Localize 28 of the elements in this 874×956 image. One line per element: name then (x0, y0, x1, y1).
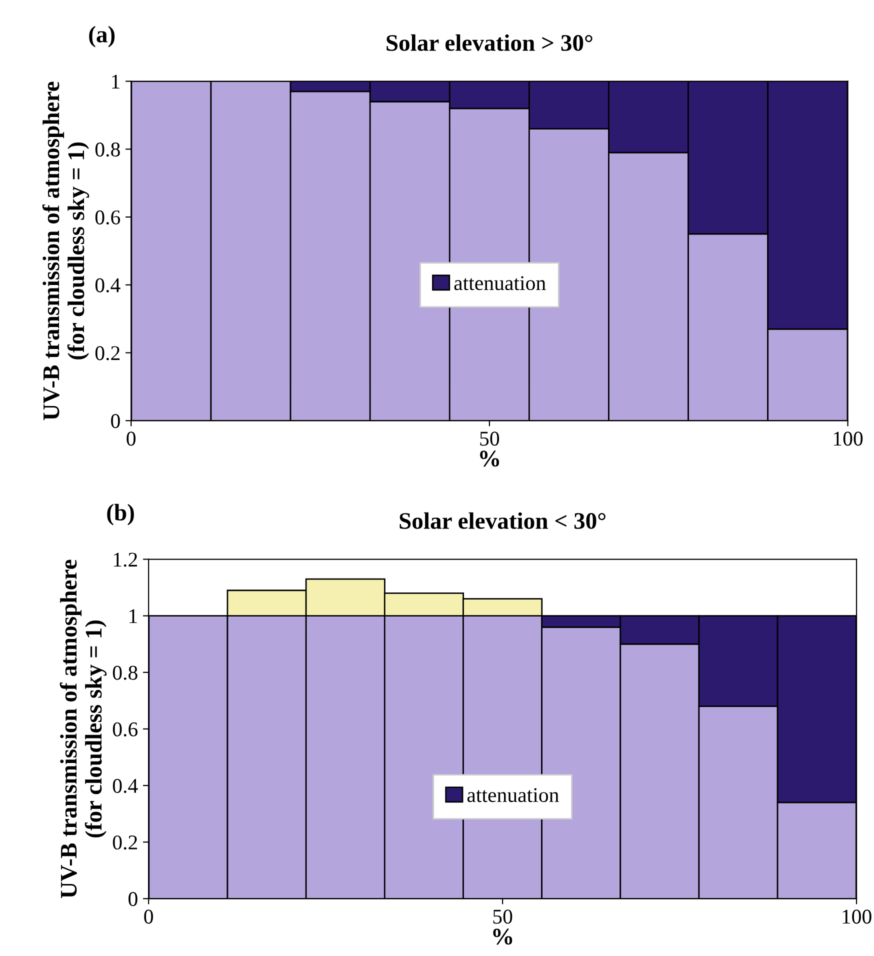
x-tick-label: 50 (480, 432, 500, 446)
y-tick-label: 0.4 (95, 278, 120, 292)
x-tick-label: 50 (493, 910, 512, 924)
y-tick-label: 0.4 (112, 778, 138, 794)
x-tick-label: 100 (834, 432, 863, 446)
y-axis-title: UV-B transmission of atmosphere (for cloudless sky = 1) (60, 560, 107, 898)
x-axis-title: % (480, 450, 500, 467)
chart-title: Solar elevation < 30° (400, 512, 606, 529)
y-tick-label: 0.6 (95, 210, 120, 225)
y-tick-label: 0 (111, 414, 120, 428)
x-tick-label: 100 (842, 910, 872, 924)
text: (a) (89, 26, 115, 48)
y-tick-label: 0 (128, 892, 138, 906)
y-tick-label: 0.2 (112, 835, 138, 850)
y-tick-label: 0.6 (112, 722, 138, 736)
y-axis-title: UV-B transmission of atmosphere (for cloudless sky = 1) (42, 82, 90, 420)
x-tick-label: 0 (144, 910, 153, 924)
legend-label: attenuation (454, 276, 546, 290)
y-tick-label: 1.2 (114, 552, 138, 567)
legend-label: attenuation (467, 788, 559, 802)
y-tick-label: 1 (112, 74, 120, 88)
y-tick-label: 0.8 (112, 666, 138, 680)
y-tick-label: 0.8 (95, 142, 120, 157)
y-tick-label: 0.2 (95, 346, 120, 360)
chart-title: Solar elevation > 30° (386, 34, 592, 51)
text: (b) (107, 504, 134, 526)
y-tick-label: 1 (130, 609, 137, 624)
x-axis-title: % (493, 928, 512, 945)
